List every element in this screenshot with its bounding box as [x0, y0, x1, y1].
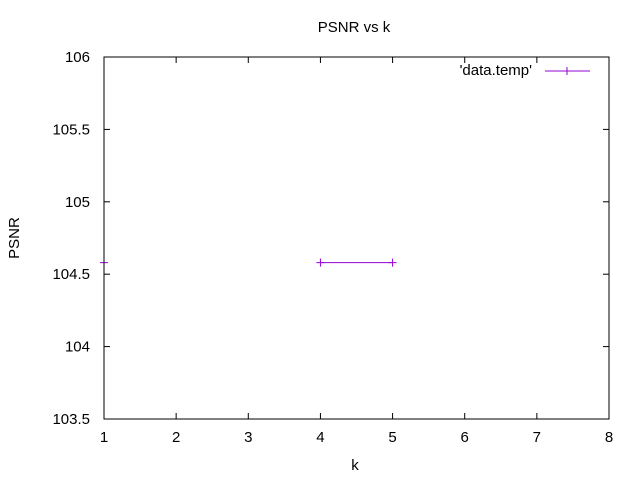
- y-tick-label: 103.5: [52, 411, 90, 428]
- x-tick-label: 3: [244, 429, 252, 446]
- x-tick-label: 1: [100, 429, 108, 446]
- data-point-marker: [388, 258, 397, 267]
- x-axis-label: k: [351, 457, 359, 474]
- data-point-marker: [316, 258, 325, 267]
- x-tick-label: 2: [172, 429, 180, 446]
- axis-ticks: 1 2 3 4 5 6 7 8 103.5 104 104.5 105 105.5 106: [52, 49, 613, 446]
- x-tick-label: 7: [533, 429, 541, 446]
- x-tick-label: 6: [461, 429, 469, 446]
- y-tick-label: 104: [65, 339, 90, 356]
- y-axis-label: PSNR: [6, 217, 23, 259]
- plot-frame: [103, 56, 610, 420]
- y-tick-label: 105: [65, 194, 90, 211]
- y-tick-label: 106: [65, 49, 90, 66]
- legend: 'data.temp': [460, 62, 590, 79]
- legend-marker: [563, 67, 571, 75]
- x-tick-label: 4: [316, 429, 324, 446]
- chart-title: PSNR vs k: [318, 19, 391, 36]
- legend-label: 'data.temp': [460, 62, 533, 79]
- y-tick-label: 105.5: [52, 121, 90, 138]
- y-tick-label: 104.5: [52, 266, 90, 283]
- x-tick-label: 8: [605, 429, 613, 446]
- x-tick-label: 5: [388, 429, 396, 446]
